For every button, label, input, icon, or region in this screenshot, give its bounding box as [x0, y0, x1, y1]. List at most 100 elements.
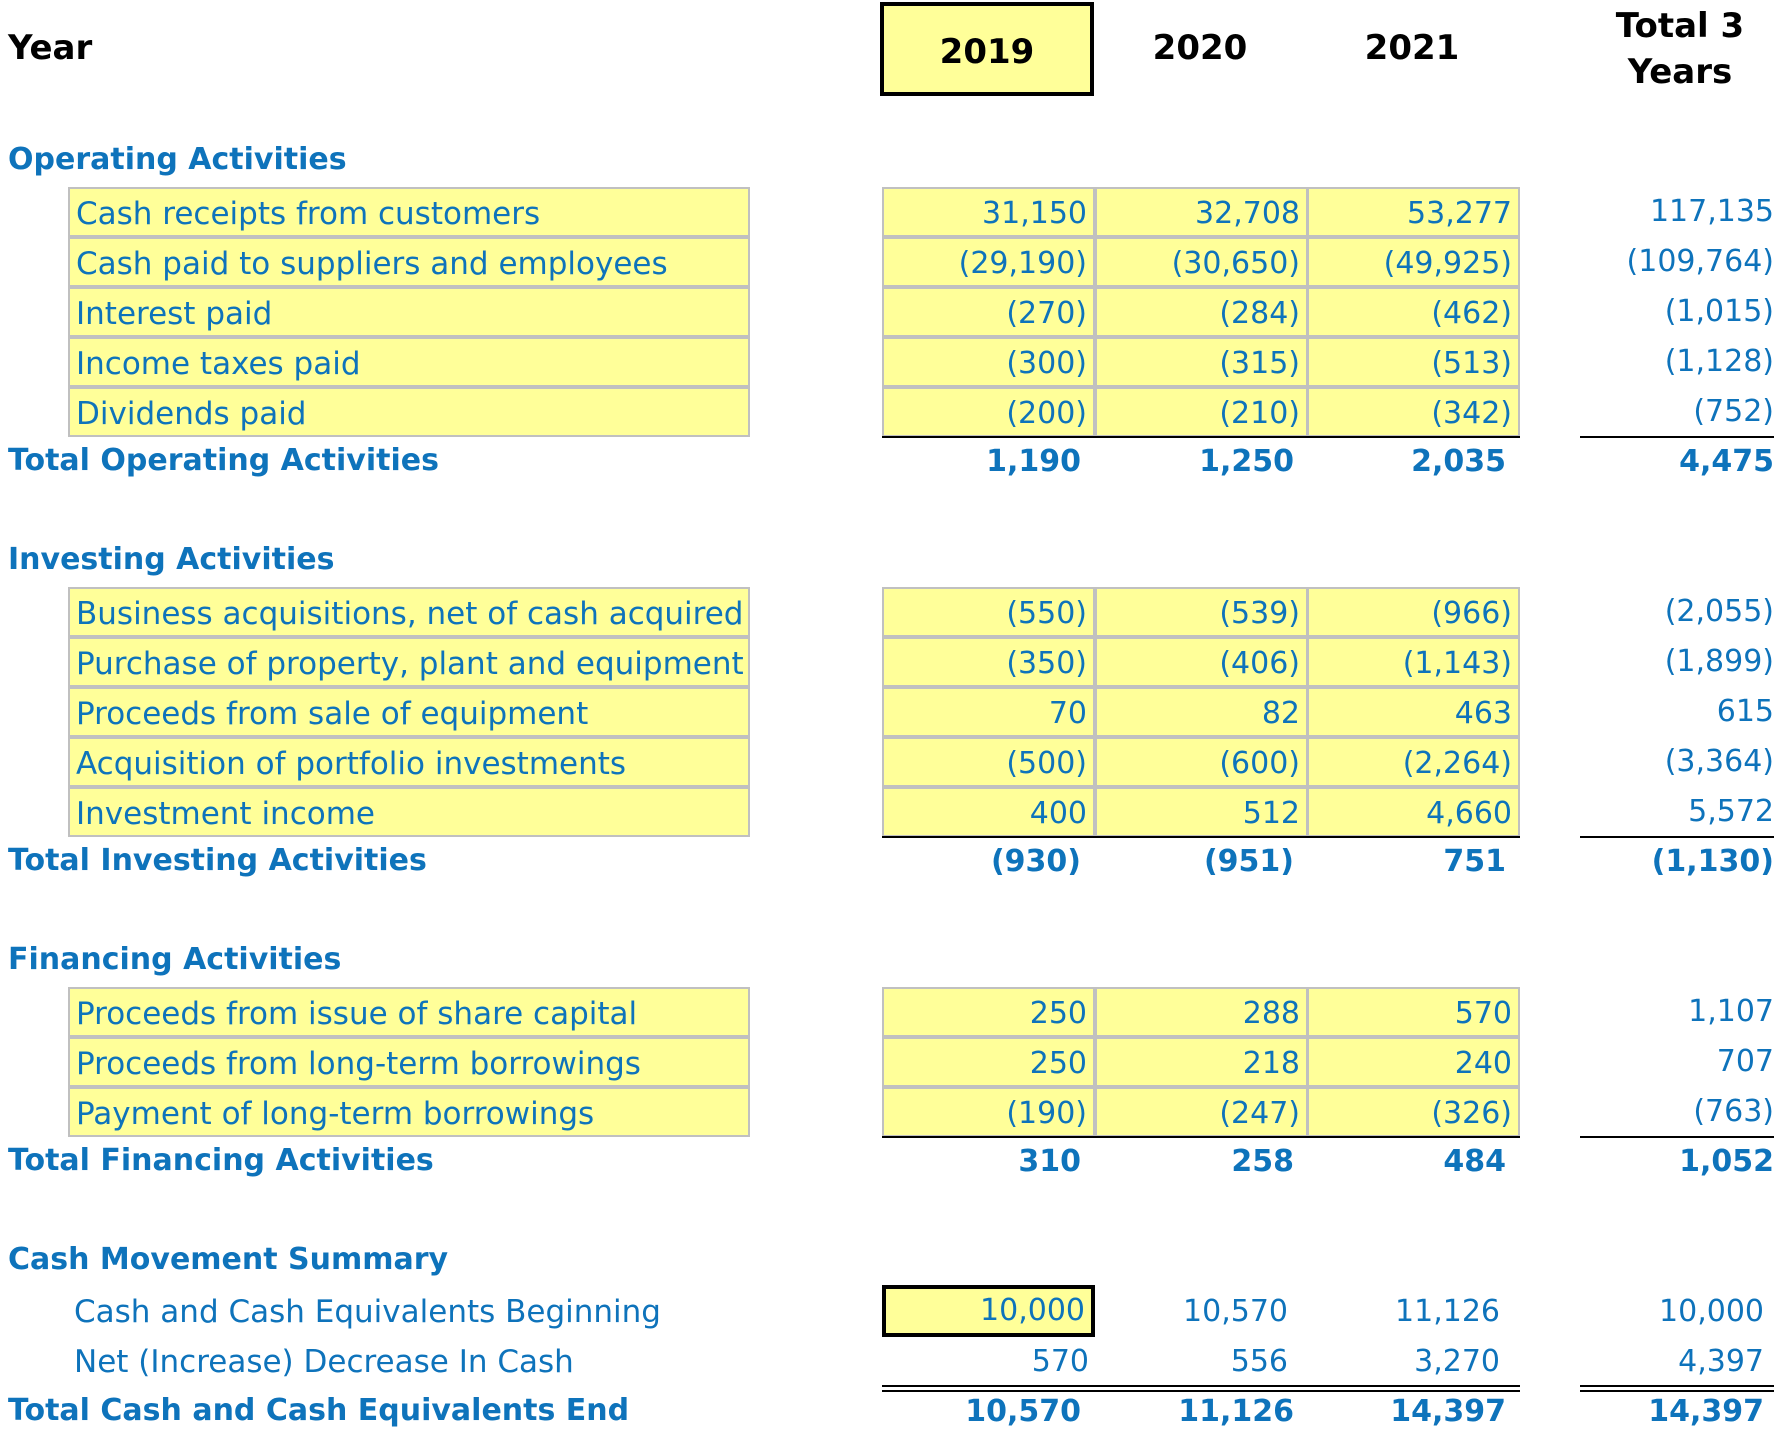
operating-row-label[interactable]: Dividends paid [68, 387, 750, 437]
financing-row-total-value: 1,107 [1688, 994, 1774, 1029]
operating-row-v2019-cell[interactable]: 31,150 [882, 187, 1095, 237]
financing-row-v2021-cell[interactable]: 240 [1307, 1037, 1520, 1087]
financing-total-rule-3yr [1580, 1136, 1774, 1138]
financing-row-label[interactable]: Proceeds from issue of share capital [68, 987, 750, 1037]
financing-row-total-value: (763) [1693, 1094, 1774, 1129]
investing-row-v2019-cell[interactable]: (350) [882, 637, 1095, 687]
investing-total-v2020: (951) [1203, 844, 1294, 879]
year-header-label: Year [8, 28, 93, 68]
year-2020-header: 2020 [1152, 28, 1248, 68]
investing-row-v2021-cell[interactable]: (966) [1307, 587, 1520, 637]
financing-row-v2020-cell[interactable]: 288 [1095, 987, 1308, 1037]
financing-row-v2019-cell[interactable]: 250 [882, 1037, 1095, 1087]
year-2019-header-cell[interactable]: 2019 [880, 2, 1094, 96]
operating-row-label[interactable]: Cash receipts from customers [68, 187, 750, 237]
total-3-years-header-line1: Total 3 [1615, 6, 1745, 46]
financing-row-v2020-cell[interactable]: (247) [1095, 1087, 1308, 1137]
investing-row-v2020-cell[interactable]: (539) [1095, 587, 1308, 637]
summary-section-title: Cash Movement Summary [8, 1242, 449, 1277]
investing-total-v2021: 751 [1443, 844, 1506, 879]
investing-row-total-value: 615 [1716, 694, 1774, 729]
operating-row-v2019-cell[interactable]: (29,190) [882, 237, 1095, 287]
operating-row-v2019-cell[interactable]: (200) [882, 387, 1095, 437]
operating-row-v2020-cell[interactable]: (284) [1095, 287, 1308, 337]
investing-row-v2019-cell[interactable]: 70 [882, 687, 1095, 737]
operating-total-v2021: 2,035 [1411, 444, 1506, 479]
operating-row-v2021-cell[interactable]: 53,277 [1307, 187, 1520, 237]
summary-end-v2021: 14,397 [1390, 1394, 1506, 1429]
summary-net-total: 4,397 [1678, 1344, 1764, 1379]
financing-total-v2019: 310 [1018, 1144, 1081, 1179]
summary-end-label: Total Cash and Cash Equivalents End [8, 1393, 630, 1428]
operating-total-v2020: 1,250 [1199, 444, 1294, 479]
investing-row-v2020-cell[interactable]: 512 [1095, 787, 1308, 837]
year-2019-header: 2019 [939, 32, 1035, 72]
summary-net-label: Net (Increase) Decrease In Cash [74, 1344, 574, 1380]
investing-row-total-value: 5,572 [1688, 794, 1774, 829]
investing-row-v2021-cell[interactable]: 463 [1307, 687, 1520, 737]
investing-row-total-value: (1,899) [1664, 644, 1774, 679]
investing-row-v2021-cell[interactable]: (1,143) [1307, 637, 1520, 687]
financing-row-v2019-cell[interactable]: (190) [882, 1087, 1095, 1137]
investing-total-v2019: (930) [990, 844, 1081, 879]
financing-row-v2021-cell[interactable]: (326) [1307, 1087, 1520, 1137]
investing-row-label[interactable]: Proceeds from sale of equipment [68, 687, 750, 737]
summary-end-v2019: 10,570 [965, 1394, 1081, 1429]
investing-row-v2019-cell[interactable]: (550) [882, 587, 1095, 637]
operating-row-v2020-cell[interactable]: (210) [1095, 387, 1308, 437]
summary-beginning-label: Cash and Cash Equivalents Beginning [74, 1294, 661, 1330]
investing-row-v2020-cell[interactable]: (406) [1095, 637, 1308, 687]
investing-row-label[interactable]: Investment income [68, 787, 750, 837]
summary-end-v2020: 11,126 [1178, 1394, 1294, 1429]
operating-row-v2021-cell[interactable]: (513) [1307, 337, 1520, 387]
operating-row-v2019-cell[interactable]: (300) [882, 337, 1095, 387]
investing-row-total-value: (2,055) [1664, 594, 1774, 629]
financing-row-v2019-cell[interactable]: 250 [882, 987, 1095, 1037]
summary-end-double-rule-3yr [1580, 1385, 1774, 1392]
summary-net-v2021-cell: 3,270 [1414, 1344, 1500, 1379]
operating-total-label: Total Operating Activities [8, 443, 439, 478]
operating-total-v2019: 1,190 [986, 444, 1081, 479]
financing-row-v2020-cell[interactable]: 218 [1095, 1037, 1308, 1087]
investing-row-v2020-cell[interactable]: (600) [1095, 737, 1308, 787]
operating-row-label[interactable]: Interest paid [68, 287, 750, 337]
summary-net-v2020-cell: 556 [1230, 1344, 1288, 1379]
operating-row-v2020-cell[interactable]: (315) [1095, 337, 1308, 387]
financing-row-label[interactable]: Payment of long-term borrowings [68, 1087, 750, 1137]
investing-row-label[interactable]: Business acquisitions, net of cash acqui… [68, 587, 750, 637]
investing-row-label[interactable]: Purchase of property, plant and equipmen… [68, 637, 750, 687]
investing-total-rule-3yr [1580, 836, 1774, 838]
financing-row-label[interactable]: Proceeds from long-term borrowings [68, 1037, 750, 1087]
summary-end-total: 14,397 [1648, 1394, 1764, 1429]
investing-row-v2020-cell[interactable]: 82 [1095, 687, 1308, 737]
operating-row-v2021-cell[interactable]: (49,925) [1307, 237, 1520, 287]
investing-total-rule [882, 836, 1520, 838]
operating-total-rule [882, 436, 1520, 438]
investing-total-3yr: (1,130) [1651, 844, 1774, 879]
financing-row-total-value: 707 [1716, 1044, 1774, 1079]
financing-total-v2020: 258 [1231, 1144, 1294, 1179]
operating-total-rule-3yr [1580, 436, 1774, 438]
operating-row-v2021-cell[interactable]: (342) [1307, 387, 1520, 437]
operating-row-v2021-cell[interactable]: (462) [1307, 287, 1520, 337]
operating-row-label[interactable]: Income taxes paid [68, 337, 750, 387]
operating-section-title: Operating Activities [8, 142, 347, 177]
operating-row-v2019-cell[interactable]: (270) [882, 287, 1095, 337]
investing-row-total-value: (3,364) [1664, 744, 1774, 779]
operating-row-v2020-cell[interactable]: 32,708 [1095, 187, 1308, 237]
operating-row-total-value: (1,128) [1664, 344, 1774, 379]
operating-row-label[interactable]: Cash paid to suppliers and employees [68, 237, 750, 287]
investing-row-v2019-cell[interactable]: (500) [882, 737, 1095, 787]
investing-row-v2019-cell[interactable]: 400 [882, 787, 1095, 837]
financing-row-v2021-cell[interactable]: 570 [1307, 987, 1520, 1037]
year-2021-header: 2021 [1364, 28, 1460, 68]
financing-total-rule [882, 1136, 1520, 1138]
financing-total-label: Total Financing Activities [8, 1143, 434, 1178]
investing-row-v2021-cell[interactable]: 4,660 [1307, 787, 1520, 837]
operating-row-total-value: (1,015) [1664, 294, 1774, 329]
summary-beginning-v2019-cell[interactable]: 10,000 [882, 1285, 1095, 1337]
operating-row-v2020-cell[interactable]: (30,650) [1095, 237, 1308, 287]
investing-row-label[interactable]: Acquisition of portfolio investments [68, 737, 750, 787]
investing-row-v2021-cell[interactable]: (2,264) [1307, 737, 1520, 787]
financing-total-3yr: 1,052 [1679, 1144, 1774, 1179]
